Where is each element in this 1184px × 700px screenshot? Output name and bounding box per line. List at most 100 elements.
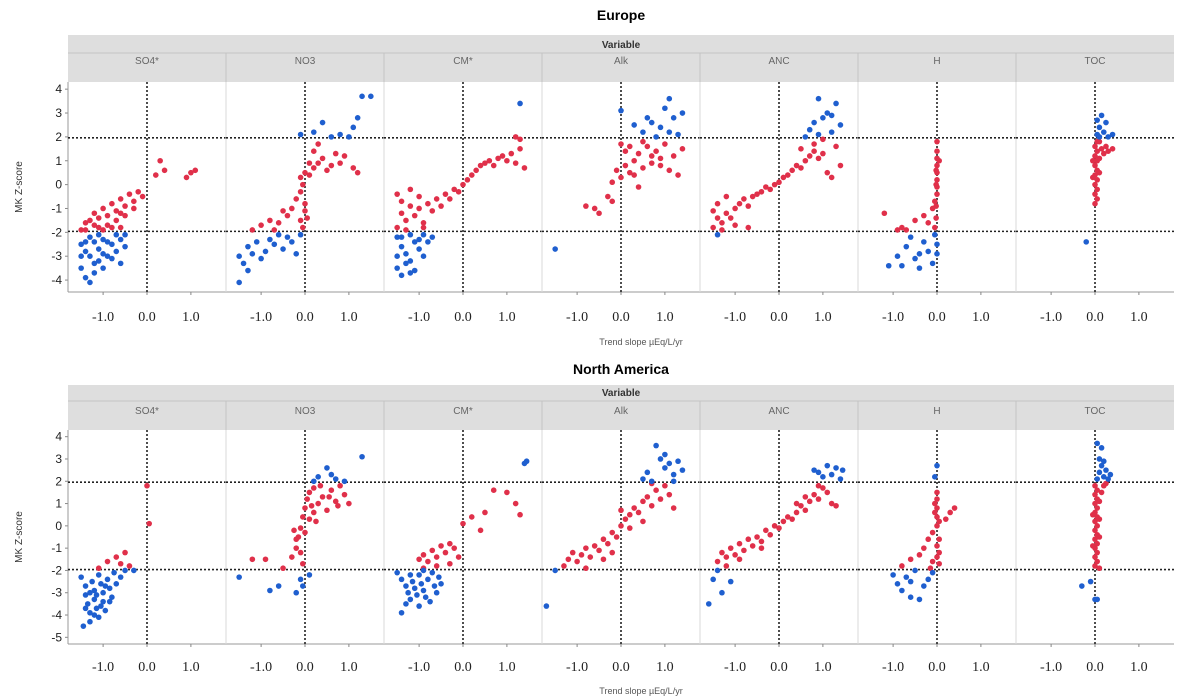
point-significant bbox=[297, 231, 304, 238]
point-not-significant bbox=[815, 155, 822, 162]
point-not-significant bbox=[302, 505, 308, 511]
point-not-significant bbox=[293, 196, 300, 202]
point-not-significant bbox=[932, 509, 938, 516]
point-not-significant bbox=[517, 146, 523, 152]
point-not-significant bbox=[899, 563, 905, 569]
point-significant bbox=[95, 572, 102, 578]
point-not-significant bbox=[811, 148, 817, 155]
point-not-significant bbox=[315, 160, 321, 166]
point-significant bbox=[102, 583, 109, 589]
point-not-significant bbox=[749, 543, 756, 549]
point-not-significant bbox=[934, 177, 940, 183]
point-significant bbox=[297, 576, 304, 583]
point-not-significant bbox=[574, 558, 580, 565]
point-not-significant bbox=[820, 485, 826, 491]
point-significant bbox=[552, 246, 558, 252]
point-not-significant bbox=[146, 520, 152, 527]
point-not-significant bbox=[815, 482, 822, 489]
point-significant bbox=[407, 258, 414, 264]
facet-anc: ANC -1.0 0.0 1.0 bbox=[699, 401, 858, 675]
point-significant bbox=[894, 581, 901, 587]
point-not-significant bbox=[346, 500, 352, 507]
point-significant bbox=[925, 576, 932, 583]
point-not-significant bbox=[723, 563, 730, 569]
y-tick-label: 0 bbox=[55, 519, 62, 533]
point-not-significant bbox=[1092, 191, 1098, 197]
point-not-significant bbox=[1105, 148, 1111, 155]
point-significant bbox=[411, 239, 418, 245]
point-not-significant bbox=[644, 143, 651, 150]
facet-label: Alk bbox=[614, 56, 629, 67]
point-significant bbox=[907, 594, 914, 600]
point-not-significant bbox=[653, 487, 659, 493]
point-not-significant bbox=[289, 205, 295, 212]
x-tick-label: -1.0 bbox=[566, 310, 588, 325]
point-not-significant bbox=[407, 186, 414, 193]
point-significant bbox=[1083, 239, 1090, 245]
point-significant bbox=[84, 601, 91, 607]
point-not-significant bbox=[763, 527, 769, 534]
point-not-significant bbox=[758, 188, 765, 195]
x-tick-label: 1.0 bbox=[656, 660, 674, 675]
point-not-significant bbox=[350, 165, 357, 171]
point-significant bbox=[117, 574, 124, 580]
point-not-significant bbox=[719, 549, 725, 556]
point-significant bbox=[1094, 117, 1100, 123]
point-significant bbox=[113, 581, 120, 587]
point-significant bbox=[337, 131, 343, 138]
point-not-significant bbox=[302, 200, 308, 207]
x-tick-label: 1.0 bbox=[182, 310, 200, 325]
point-not-significant bbox=[583, 203, 589, 209]
point-not-significant bbox=[936, 518, 942, 525]
point-not-significant bbox=[723, 554, 730, 560]
y-tick-label: 4 bbox=[55, 430, 62, 444]
point-significant bbox=[87, 609, 93, 616]
point-not-significant bbox=[455, 554, 462, 560]
point-significant bbox=[262, 248, 269, 255]
x-tick-label: -1.0 bbox=[250, 660, 272, 675]
x-tick-label: 0.0 bbox=[454, 660, 472, 675]
point-not-significant bbox=[1092, 527, 1098, 534]
point-not-significant bbox=[784, 514, 791, 520]
point-not-significant bbox=[504, 157, 510, 164]
point-not-significant bbox=[732, 552, 738, 558]
point-not-significant bbox=[297, 217, 304, 224]
point-significant bbox=[934, 462, 940, 469]
x-tick-label: -1.0 bbox=[1040, 310, 1062, 325]
point-significant bbox=[113, 248, 120, 255]
point-not-significant bbox=[583, 545, 589, 551]
point-significant bbox=[714, 231, 721, 238]
point-significant bbox=[422, 594, 429, 600]
point-significant bbox=[109, 255, 115, 262]
point-significant bbox=[245, 243, 251, 250]
point-not-significant bbox=[429, 547, 436, 554]
x-tick-label: 0.0 bbox=[928, 310, 946, 325]
chart-title: North America bbox=[573, 361, 669, 377]
point-not-significant bbox=[657, 496, 664, 502]
point-not-significant bbox=[117, 224, 124, 231]
point-not-significant bbox=[793, 500, 800, 507]
point-significant bbox=[429, 234, 436, 240]
point-significant bbox=[416, 246, 422, 252]
point-not-significant bbox=[332, 150, 339, 157]
point-not-significant bbox=[499, 153, 506, 159]
point-significant bbox=[104, 576, 111, 583]
point-significant bbox=[433, 589, 440, 596]
point-significant bbox=[907, 234, 914, 240]
point-significant bbox=[117, 236, 124, 243]
point-not-significant bbox=[275, 219, 282, 226]
point-significant bbox=[328, 471, 335, 478]
point-not-significant bbox=[1096, 138, 1103, 145]
point-not-significant bbox=[666, 491, 673, 498]
point-not-significant bbox=[907, 556, 914, 563]
point-not-significant bbox=[126, 563, 133, 569]
point-not-significant bbox=[1092, 500, 1098, 507]
point-not-significant bbox=[933, 203, 939, 209]
point-significant bbox=[653, 442, 659, 449]
point-not-significant bbox=[122, 549, 128, 556]
point-not-significant bbox=[420, 219, 427, 226]
facet-label: NO3 bbox=[295, 406, 316, 417]
facet-so4: SO4* -1.0 0.0 1.0 bbox=[68, 406, 226, 675]
y-tick-label: -3 bbox=[51, 249, 62, 263]
